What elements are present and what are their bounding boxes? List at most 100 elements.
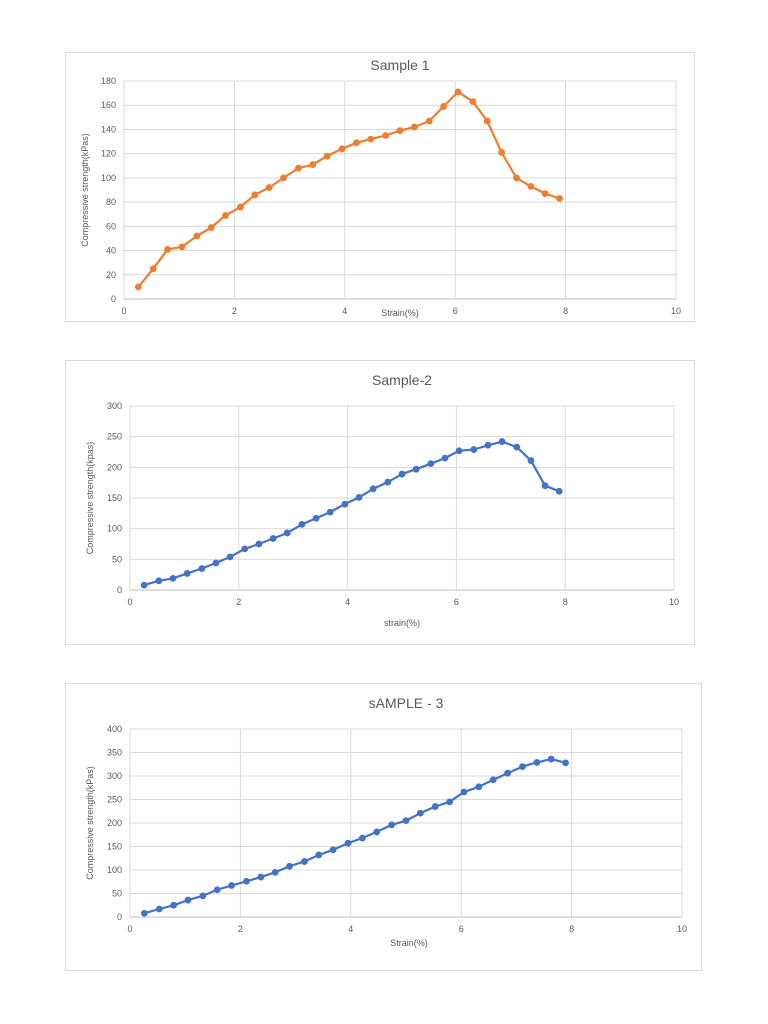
chart1-data-point [338, 145, 346, 153]
chart1-title: Sample 1 [370, 57, 429, 73]
chart3-data-point [170, 901, 178, 909]
chart2-ylabel: Compressive strength(kpas) [85, 442, 95, 555]
chart2-ytick-label: 300 [107, 401, 122, 411]
chart1-series-line [137, 90, 560, 288]
chart2-data-point [226, 553, 234, 561]
chart2-xlabel: strain(%) [384, 618, 420, 628]
chart2-ytick-label: 50 [112, 554, 122, 564]
chart3-data-point [446, 798, 454, 806]
chart1-data-point [469, 98, 477, 105]
chart1-data-point [178, 243, 186, 251]
chart3-data-point [213, 886, 221, 894]
chart2-data-point [441, 454, 449, 462]
chart2-ytick-label: 100 [107, 524, 122, 534]
chart1-xtick-label: 4 [342, 306, 347, 316]
chart2-data-point [455, 447, 463, 455]
chart3-data-point [402, 817, 410, 825]
chart1-data-point [556, 195, 563, 202]
chart2-xtick-label: 4 [345, 597, 350, 607]
chart2-data-point [484, 441, 492, 449]
chart3-data-point [489, 776, 497, 784]
chart-sample-3: sAMPLE - 3 0 50 100 150 200 250 300 350 400 0 2 4 6 8 1… [65, 683, 702, 971]
chart2-xtick-label: 0 [127, 597, 132, 607]
chart1-data-point [498, 149, 505, 156]
chart2-data-point [269, 535, 277, 542]
chart2-data-point [355, 493, 363, 501]
chart3-data-point [140, 909, 148, 917]
chart3-xtick-label: 10 [677, 924, 687, 934]
chart1-data-point [280, 174, 287, 182]
chart3-ytick-label: 300 [107, 771, 122, 781]
chart1-data-point [309, 161, 317, 168]
chart2-data-point [398, 470, 406, 478]
chart1-data-point [410, 123, 418, 131]
chart2-data-point [470, 446, 478, 453]
chart1-xtick-label: 2 [232, 306, 237, 316]
chart1-xtick-label: 0 [121, 306, 126, 316]
chart-sample-3-svg: sAMPLE - 3 0 50 100 150 200 250 300 350 400 0 2 4 6 8 1… [85, 695, 687, 948]
chart1-ytick-label: 120 [101, 149, 116, 159]
chart3-ytick-label: 100 [107, 865, 122, 875]
chart1-ytick-label: 40 [106, 246, 116, 256]
chart3-xtick-label: 8 [569, 924, 574, 934]
chart-sample-2: Sample-2 0 50 100 150 200 250 300 0 2 4 6 8 10 strain(… [65, 360, 695, 645]
chart1-data-point [265, 184, 273, 191]
chart2-data-point [198, 565, 206, 572]
chart1-data-point [352, 139, 360, 147]
chart2-xtick-label: 8 [563, 597, 568, 607]
chart3-data-point [533, 758, 541, 766]
chart2-series-line [143, 440, 560, 587]
chart1-xlabel: Strain(%) [381, 308, 419, 318]
chart2-ytick-label: 150 [107, 493, 122, 503]
chart2-data-point [513, 443, 521, 451]
chart1-data-point [251, 191, 259, 199]
chart1-xtick-label: 10 [671, 306, 681, 316]
chart3-data-point [504, 769, 511, 777]
chart2-data-point [283, 529, 291, 537]
chart3-data-point [257, 873, 265, 881]
chart3-xtick-label: 6 [459, 924, 464, 934]
chart1-ytick-label: 0 [111, 294, 116, 304]
chart-sample-1: Sample 1 0 20 40 60 80 100 120 140 160 180 0 2 4 6 8 10 S… [65, 52, 695, 322]
chart1-data-point [440, 103, 448, 110]
chart1-data-point [323, 152, 331, 160]
chart1-ytick-label: 100 [101, 173, 116, 183]
chart3-data-point [199, 892, 207, 900]
chart1-data-point [134, 283, 142, 291]
chart2-ytick-label: 250 [107, 432, 122, 442]
chart3-data-point [460, 788, 468, 796]
chart1-ytick-label: 80 [106, 197, 116, 207]
chart3-data-point [431, 803, 439, 810]
chart1-data-point [527, 182, 535, 190]
chart-sample-1-svg: Sample 1 0 20 40 60 80 100 120 140 160 180 0 2 4 6 8 10 S… [80, 57, 681, 318]
chart2-ytick-label: 0 [117, 585, 122, 595]
chart2-data-point [427, 460, 435, 468]
chart2-data-point [169, 574, 177, 582]
chart3-xtick-label: 4 [348, 924, 353, 934]
chart1-data-point [425, 117, 433, 125]
chart3-data-point [301, 858, 308, 865]
chart3-data-point [562, 759, 569, 767]
chart1-ytick-label: 60 [106, 221, 116, 231]
chart2-data-point [326, 508, 334, 516]
chart3-data-point [243, 877, 250, 885]
chart1-data-point [513, 174, 520, 182]
chart3-data-point [547, 755, 555, 763]
chart3-data-point [344, 839, 352, 847]
chart2-xtick-label: 6 [454, 597, 459, 607]
chart1-ytick-label: 140 [101, 124, 116, 134]
chart3-data-point [519, 763, 526, 770]
chart2-data-point [555, 487, 563, 495]
chart1-ytick-label: 160 [101, 100, 116, 110]
chart3-data-point [271, 868, 279, 876]
chart2-data-point [212, 559, 220, 567]
chart3-ytick-label: 200 [107, 818, 122, 828]
chart3-ylabel: Compressive strength(kPas) [85, 766, 95, 880]
chart2-data-point [498, 438, 506, 445]
chart2-data-point [369, 485, 377, 493]
chart3-xtick-label: 2 [238, 924, 243, 934]
chart3-data-point [358, 834, 366, 842]
chart2-data-point [341, 500, 349, 508]
chart2-xtick-label: 10 [669, 597, 679, 607]
chart3-data-point [155, 905, 163, 913]
